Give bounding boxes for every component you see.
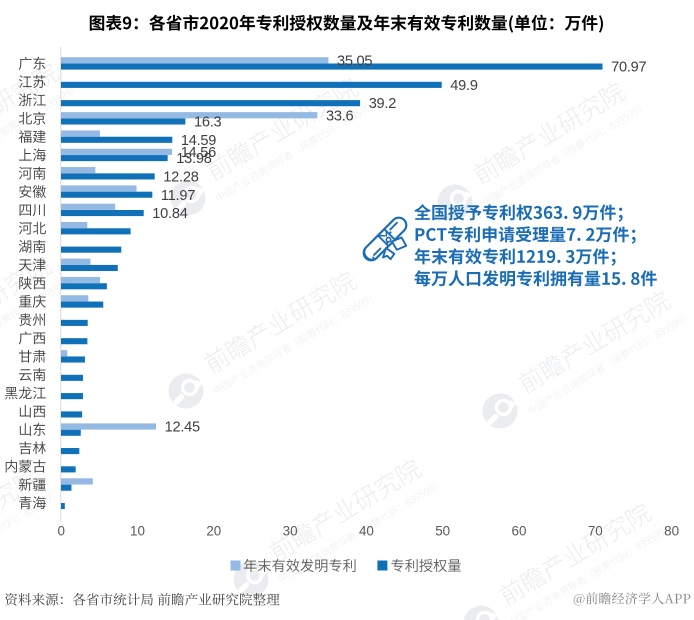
svg-text:13.98: 13.98 xyxy=(176,151,211,167)
svg-text:70.97: 70.97 xyxy=(611,60,646,76)
svg-text:14.56: 14.56 xyxy=(181,145,216,161)
svg-text:30: 30 xyxy=(283,524,298,539)
svg-text:20: 20 xyxy=(206,524,221,539)
svg-text:10.84: 10.84 xyxy=(152,206,187,222)
svg-text:12.28: 12.28 xyxy=(163,169,198,185)
svg-text:16.3: 16.3 xyxy=(194,115,222,131)
svg-text:50: 50 xyxy=(435,524,450,539)
svg-text:40: 40 xyxy=(359,524,374,539)
svg-text:80: 80 xyxy=(664,524,679,539)
svg-text:60: 60 xyxy=(512,524,527,539)
svg-text:35.05: 35.05 xyxy=(337,53,372,69)
svg-text:39.2: 39.2 xyxy=(369,96,397,112)
svg-text:0: 0 xyxy=(57,524,64,539)
svg-text:11.97: 11.97 xyxy=(161,188,195,204)
svg-text:49.9: 49.9 xyxy=(450,78,478,94)
svg-text:12.45: 12.45 xyxy=(165,420,200,436)
svg-text:33.6: 33.6 xyxy=(326,108,354,124)
svg-text:70: 70 xyxy=(588,524,603,539)
svg-text:14.59: 14.59 xyxy=(181,133,216,149)
svg-text:10: 10 xyxy=(130,524,145,539)
